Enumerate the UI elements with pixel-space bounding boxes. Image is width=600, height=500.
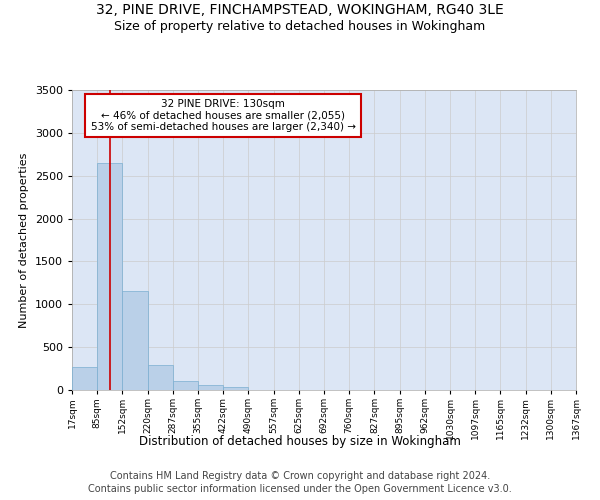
Bar xyxy=(72,367,97,390)
Y-axis label: Number of detached properties: Number of detached properties xyxy=(19,152,29,328)
Text: Contains public sector information licensed under the Open Government Licence v3: Contains public sector information licen… xyxy=(88,484,512,494)
Text: 32 PINE DRIVE: 130sqm
← 46% of detached houses are smaller (2,055)
53% of semi-d: 32 PINE DRIVE: 130sqm ← 46% of detached … xyxy=(91,99,356,132)
Text: Size of property relative to detached houses in Wokingham: Size of property relative to detached ho… xyxy=(115,20,485,33)
Bar xyxy=(122,292,148,390)
Text: Distribution of detached houses by size in Wokingham: Distribution of detached houses by size … xyxy=(139,435,461,448)
Bar xyxy=(148,365,173,390)
Bar xyxy=(198,386,223,390)
Text: Contains HM Land Registry data © Crown copyright and database right 2024.: Contains HM Land Registry data © Crown c… xyxy=(110,471,490,481)
Text: 32, PINE DRIVE, FINCHAMPSTEAD, WOKINGHAM, RG40 3LE: 32, PINE DRIVE, FINCHAMPSTEAD, WOKINGHAM… xyxy=(96,2,504,16)
Bar xyxy=(173,382,198,390)
Bar xyxy=(223,387,248,390)
Bar xyxy=(97,163,122,390)
